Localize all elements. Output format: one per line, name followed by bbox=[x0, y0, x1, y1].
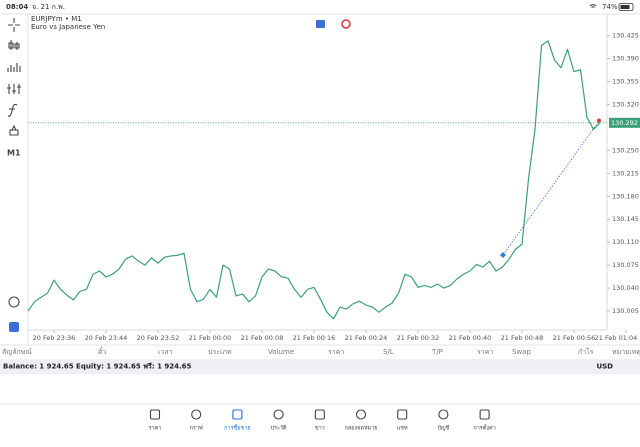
tab-label: ข่าว bbox=[315, 426, 325, 432]
y-tick-label: 130.145 bbox=[612, 215, 639, 223]
column-header[interactable]: เวลา bbox=[158, 348, 173, 356]
left-toolbar: M1 bbox=[7, 18, 21, 332]
y-tick-label: 130.110 bbox=[612, 238, 639, 246]
x-tick-label: 20 Feb 23:44 bbox=[85, 334, 128, 342]
indicators-tool[interactable] bbox=[7, 63, 21, 72]
column-header[interactable]: กำไร bbox=[578, 347, 594, 356]
battery-icon bbox=[618, 3, 634, 11]
tab-label: กล่องจดหมาย bbox=[344, 426, 377, 432]
column-header[interactable]: S/L bbox=[383, 348, 394, 356]
y-tick-label: 130.320 bbox=[612, 100, 639, 108]
column-header[interactable]: หมายเหตุ bbox=[612, 348, 640, 356]
table-header-bg bbox=[0, 345, 640, 359]
tab-label: กราฟ bbox=[190, 425, 203, 432]
wifi-icon bbox=[589, 4, 597, 8]
crosshair-tool[interactable] bbox=[8, 18, 20, 32]
trade-line bbox=[502, 120, 600, 256]
y-tick-label: 130.005 bbox=[612, 307, 639, 315]
tab-item[interactable]: กล่องจดหมาย bbox=[344, 409, 378, 432]
status-battery: 74% bbox=[602, 3, 618, 11]
x-tick-label: 21 Feb 00:24 bbox=[345, 334, 388, 342]
flag-eur bbox=[316, 20, 325, 28]
tab-item[interactable]: แชท bbox=[397, 409, 408, 432]
y-tick-label: 130.250 bbox=[612, 146, 639, 154]
tab-icon bbox=[479, 409, 490, 420]
timeframe-button[interactable]: M1 bbox=[7, 149, 21, 158]
tab-item[interactable]: ข่าว bbox=[314, 409, 325, 432]
column-header[interactable]: ราคา bbox=[477, 348, 493, 356]
x-tick-label: 21 Feb 00:32 bbox=[397, 334, 440, 342]
tab-icon bbox=[397, 409, 408, 420]
column-header[interactable]: ราคา bbox=[328, 348, 344, 356]
one-click-tool[interactable] bbox=[9, 322, 19, 332]
x-tick-label: 21 Feb 00:56 bbox=[553, 334, 596, 342]
account-row-bg bbox=[0, 359, 640, 374]
chart-description: Euro vs Japanese Yen bbox=[31, 23, 105, 31]
trade-entry-marker bbox=[500, 252, 506, 258]
column-header[interactable]: ประเภท bbox=[208, 348, 232, 356]
tab-label: ประวัติ bbox=[271, 425, 287, 432]
tab-icon bbox=[314, 409, 325, 420]
y-tick-label: 130.355 bbox=[612, 78, 639, 86]
table-header: สัญลักษณ์ ตั๋ว เวลา ประเภท Volume ราคา S/L T/P ร… bbox=[2, 347, 640, 356]
x-tick-label: 21 Feb 00:40 bbox=[449, 334, 492, 342]
y-tick-label: 130.215 bbox=[612, 169, 639, 177]
candles-tool[interactable] bbox=[8, 40, 20, 50]
x-tick-label: 21 Feb 00:08 bbox=[241, 334, 284, 342]
tab-item[interactable]: การตั้งค่า bbox=[473, 409, 496, 432]
tab-item[interactable]: ประวัติ bbox=[271, 409, 287, 432]
x-tick-label: 21 Feb 00:00 bbox=[189, 334, 232, 342]
chart-symbol: EURJPYm • M1 bbox=[31, 15, 82, 23]
current-price-badge bbox=[609, 117, 640, 128]
trade-tool[interactable] bbox=[8, 296, 20, 308]
price-line bbox=[27, 40, 601, 320]
y-tick-label: 130.040 bbox=[612, 284, 639, 292]
x-tick-label: 21 Feb 00:16 bbox=[293, 334, 336, 342]
tab-icon bbox=[438, 409, 449, 420]
trade-exit-marker bbox=[597, 118, 601, 123]
column-header[interactable]: Volume bbox=[268, 348, 294, 356]
y-tick-label: 130.180 bbox=[612, 192, 639, 200]
templates-tool[interactable] bbox=[9, 124, 19, 136]
column-header[interactable]: ตั๋ว bbox=[98, 347, 107, 356]
x-tick-label: 21 Feb 00:48 bbox=[501, 334, 544, 342]
x-tick-label: 20 Feb 23:52 bbox=[137, 334, 180, 342]
tab-item[interactable]: การซื้อขาย bbox=[224, 409, 251, 432]
tab-item[interactable]: กราฟ bbox=[190, 409, 203, 432]
tab-label: การซื้อขาย bbox=[224, 424, 250, 432]
tab-label: ราคา bbox=[149, 426, 162, 432]
tab-label: การตั้งค่า bbox=[473, 424, 495, 432]
tab-icon bbox=[232, 409, 243, 420]
y-tick-label: 130.390 bbox=[612, 55, 639, 63]
tab-label: บัญชี bbox=[437, 425, 449, 432]
tab-icon bbox=[149, 409, 161, 420]
battery-level bbox=[620, 5, 630, 9]
x-tick-label: 20 Feb 23:36 bbox=[33, 334, 76, 342]
status-date: จ. 21 ก.พ. bbox=[32, 3, 65, 11]
tab-bar: ราคา กราฟ การซื้อขาย ประวัติ ข่าว กล่องจดหมาย… bbox=[149, 409, 496, 432]
column-header[interactable]: T/P bbox=[431, 348, 443, 356]
column-header[interactable]: สัญลักษณ์ bbox=[2, 348, 32, 356]
y-tick-label: 130.075 bbox=[612, 261, 639, 269]
current-price-label: 130.292 bbox=[611, 119, 638, 127]
flag-jpy bbox=[341, 19, 351, 29]
tab-icon bbox=[273, 409, 284, 420]
account-currency: USD bbox=[596, 363, 613, 371]
y-tick-label: 130.425 bbox=[612, 32, 639, 40]
tab-icon bbox=[355, 409, 367, 420]
x-tick-label: 21 Feb 01:04 bbox=[595, 334, 638, 342]
column-header[interactable]: Swap bbox=[512, 348, 531, 356]
status-time: 08:04 bbox=[6, 3, 28, 11]
tab-item[interactable]: บัญชี bbox=[437, 409, 450, 432]
tab-label: แชท bbox=[397, 425, 408, 432]
plot-area bbox=[27, 35, 627, 333]
objects-tool[interactable] bbox=[7, 103, 18, 117]
tab-item[interactable]: ราคา bbox=[149, 409, 162, 432]
settings-tool[interactable] bbox=[7, 84, 21, 94]
tab-icon bbox=[191, 409, 202, 420]
account-summary: Balance: 1 924.65 Equity: 1 924.65 ฟรี: … bbox=[3, 363, 192, 371]
